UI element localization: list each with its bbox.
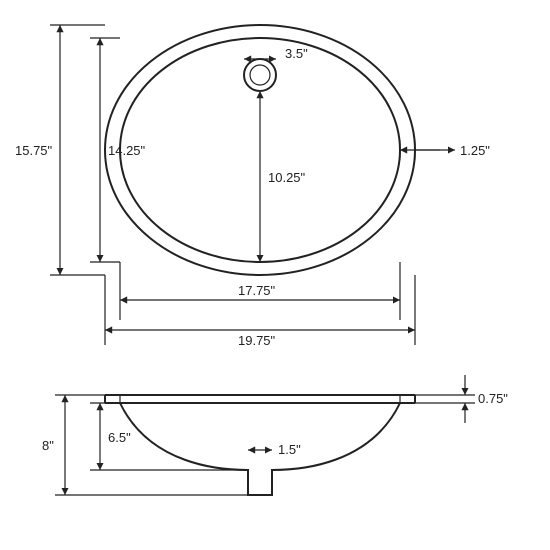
bowl-profile <box>120 403 400 495</box>
label-outer-height: 15.75" <box>15 143 53 158</box>
drain-outer <box>244 59 276 91</box>
label-outer-width: 19.75" <box>238 333 276 348</box>
label-rim-height: 0.75" <box>478 391 508 406</box>
label-inner-height: 14.25" <box>108 143 146 158</box>
label-bowl-depth: 6.5" <box>108 430 131 445</box>
label-drain-width: 1.5" <box>278 442 301 457</box>
label-drain-to-bottom: 10.25" <box>268 170 306 185</box>
label-total-depth: 8" <box>42 438 54 453</box>
label-drain: 3.5" <box>285 46 308 61</box>
label-rim: 1.25" <box>460 143 490 158</box>
side-view: 8" 6.5" 1.5" 0.75" <box>42 375 508 495</box>
label-inner-width: 17.75" <box>238 283 276 298</box>
top-view: 15.75" 14.25" 3.5" 10.25" 1.25" 17.75" 1… <box>15 25 490 348</box>
drain-inner <box>250 65 270 85</box>
dimension-drawing: 15.75" 14.25" 3.5" 10.25" 1.25" 17.75" 1… <box>0 0 550 550</box>
